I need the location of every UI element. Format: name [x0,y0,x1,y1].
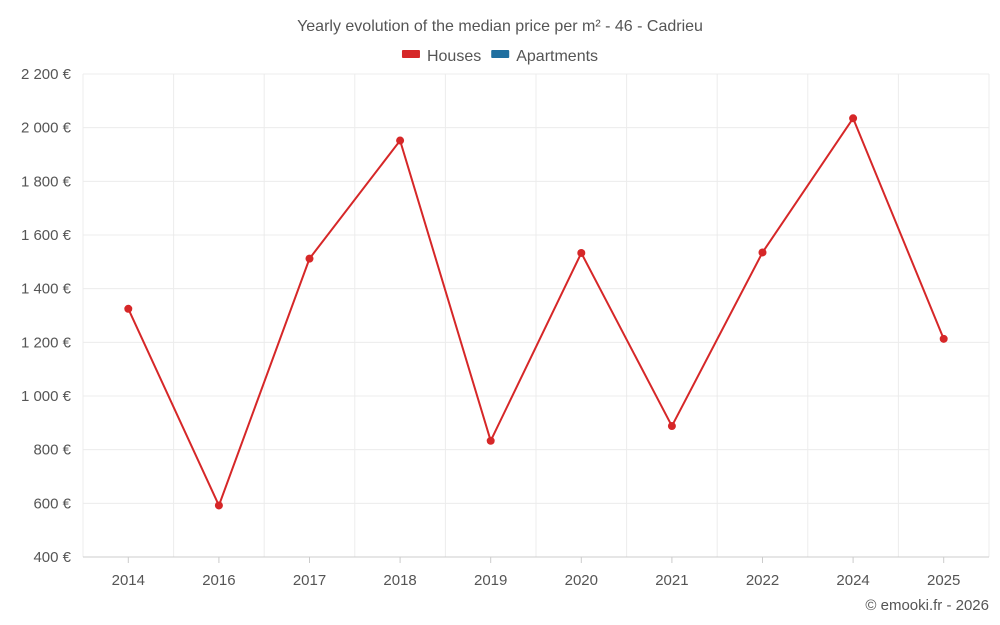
y-tick-label: 1 400 € [21,281,72,298]
x-tick-label: 2014 [112,572,145,589]
legend-label: Houses [427,48,481,65]
credit-text[interactable]: © emooki.fr - 2026 [865,597,989,614]
x-tick-label: 2022 [746,572,779,589]
data-point[interactable] [759,248,767,256]
data-point[interactable] [396,137,404,145]
chart-title: Yearly evolution of the median price per… [297,18,703,35]
y-tick-label: 600 € [33,495,71,512]
legend-item-houses[interactable]: Houses [402,48,481,65]
legend-swatch [491,50,509,58]
x-tick-label: 2018 [383,572,416,589]
price-line-chart: 400 € 600 € 800 € 1 000 € 1 200 € 1 400 € 1 60… [0,0,1000,625]
y-tick-label: 1 200 € [21,334,72,351]
grid [83,74,989,557]
y-tick-label: 800 € [33,442,71,459]
data-point[interactable] [487,437,495,445]
data-point[interactable] [577,249,585,257]
y-tick-label: 1 000 € [21,388,72,405]
data-point[interactable] [668,422,676,430]
data-point[interactable] [124,305,132,313]
data-point[interactable] [306,255,314,263]
data-point[interactable] [215,501,223,509]
x-tick-label: 2021 [655,572,688,589]
legend-label: Apartments [516,48,598,65]
legend-item-apartments[interactable]: Apartments [491,48,598,65]
y-tick-label: 1 800 € [21,173,72,190]
y-tick-label: 1 600 € [21,227,72,244]
data-point[interactable] [849,114,857,122]
x-tick-label: 2020 [565,572,598,589]
x-tick-label: 2017 [293,572,326,589]
legend-swatch [402,50,420,58]
axes: 400 € 600 € 800 € 1 000 € 1 200 € 1 400 € 1 60… [21,66,989,589]
x-tick-label: 2016 [202,572,235,589]
x-tick-label: 2025 [927,572,960,589]
chart-container: 400 € 600 € 800 € 1 000 € 1 200 € 1 400 € 1 60… [0,0,1000,625]
legend[interactable]: Houses Apartments [402,48,598,65]
y-tick-label: 2 200 € [21,66,72,83]
x-tick-label: 2024 [836,572,869,589]
x-tick-label: 2019 [474,572,507,589]
y-tick-label: 400 € [33,549,71,566]
data-point[interactable] [940,335,948,343]
y-tick-label: 2 000 € [21,120,72,137]
